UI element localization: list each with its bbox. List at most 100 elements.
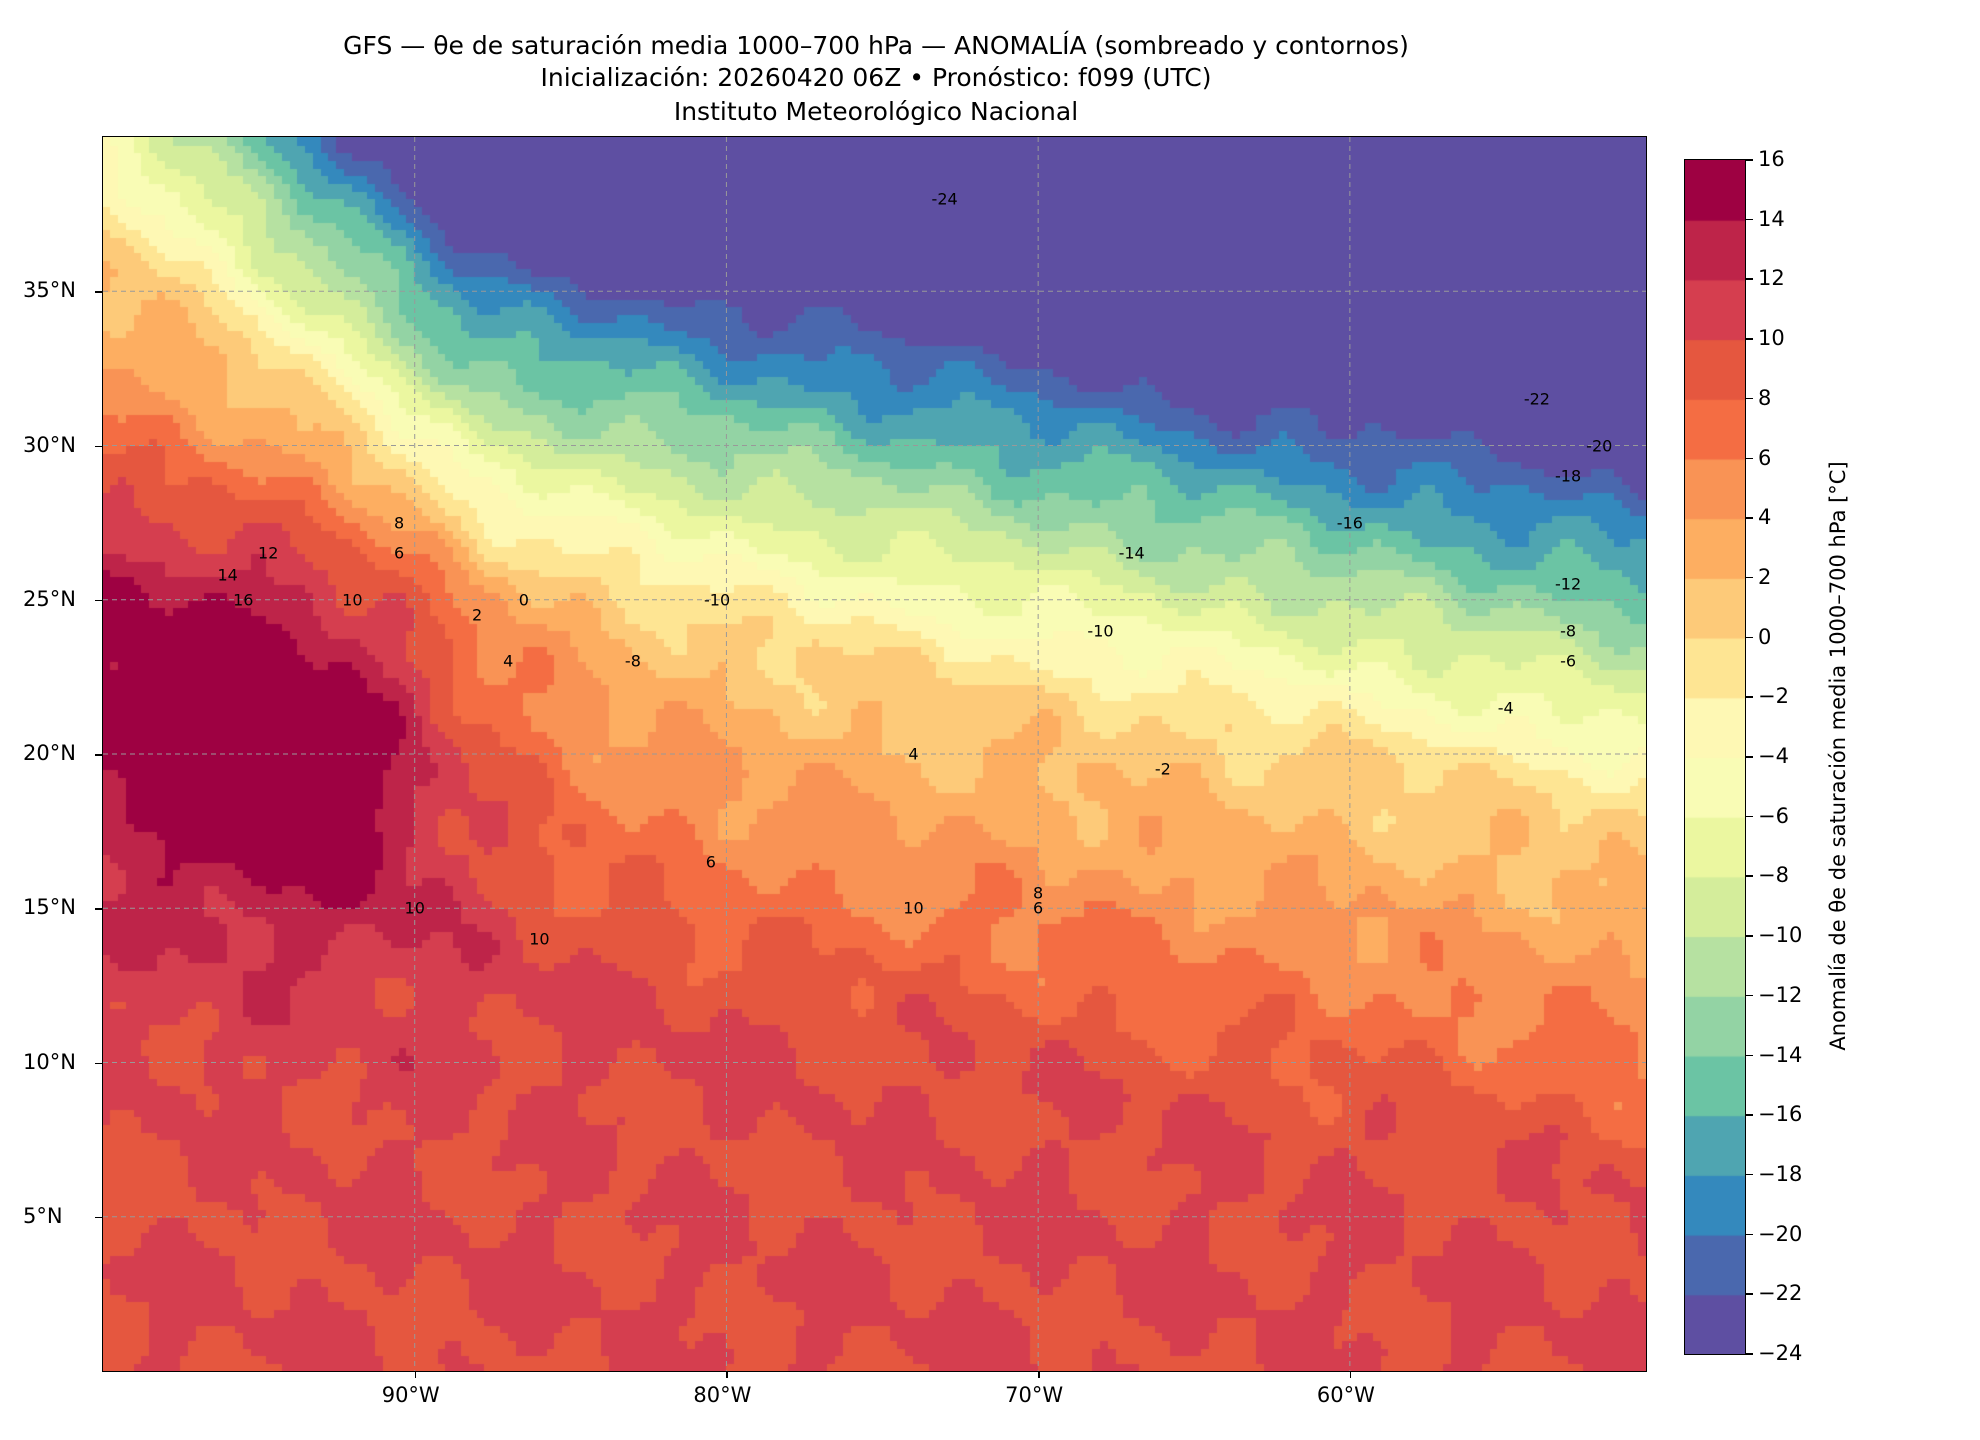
colorbar-tick-mark bbox=[1745, 576, 1753, 579]
contour-label: 10 bbox=[342, 590, 363, 610]
contour-label: 2 bbox=[471, 605, 483, 625]
x-tick-mark bbox=[414, 1371, 417, 1378]
x-tick-mark bbox=[1038, 1371, 1040, 1378]
colorbar-tick-label: 12 bbox=[1758, 266, 1785, 291]
x-tick-label: 90°W bbox=[381, 1383, 440, 1407]
contour-label: -12 bbox=[1554, 574, 1582, 594]
colorbar-tick-mark bbox=[1745, 1293, 1753, 1295]
colorbar-tick-label: −24 bbox=[1758, 1341, 1803, 1365]
contour-label: 14 bbox=[217, 565, 238, 585]
colorbar-tick-label: −6 bbox=[1758, 803, 1789, 828]
colorbar-tick-label: 4 bbox=[1758, 505, 1772, 530]
gridlines bbox=[103, 137, 1646, 1371]
colorbar-tick-label: 16 bbox=[1758, 147, 1785, 171]
colorbar-tick-mark bbox=[1745, 338, 1753, 340]
y-tick-label: 35°N bbox=[23, 278, 76, 303]
contour-label: 4 bbox=[908, 744, 919, 764]
colorbar-tick-label: −12 bbox=[1758, 982, 1803, 1007]
colorbar-tick-mark bbox=[1745, 1114, 1753, 1116]
y-tick-label: 25°N bbox=[23, 586, 76, 611]
y-tick-mark bbox=[95, 599, 102, 602]
colorbar-tick-label: 10 bbox=[1758, 326, 1785, 351]
colorbar-tick-label: −16 bbox=[1758, 1102, 1803, 1127]
colorbar-tick-mark bbox=[1745, 218, 1753, 221]
colorbar-tick-mark bbox=[1745, 278, 1753, 280]
colorbar-tick-mark bbox=[1745, 875, 1753, 877]
y-tick-mark bbox=[95, 1062, 102, 1064]
colorbar-tick-mark bbox=[1745, 1054, 1753, 1056]
colorbar-tick-label: −14 bbox=[1758, 1042, 1803, 1067]
contour-label: -20 bbox=[1586, 436, 1613, 455]
colorbar-tick-mark bbox=[1745, 457, 1753, 459]
contour-label: -24 bbox=[931, 189, 958, 209]
contour-label: -2 bbox=[1154, 759, 1171, 779]
anomaly-shading bbox=[103, 137, 1646, 1371]
colorbar-tick-mark bbox=[1745, 397, 1753, 400]
colorbar-tick-label: 6 bbox=[1758, 445, 1772, 470]
contour-label: -10 bbox=[1087, 621, 1114, 641]
colorbar-tick-mark bbox=[1745, 756, 1753, 758]
colorbar-tick-mark bbox=[1745, 1173, 1753, 1176]
contour-label: -8 bbox=[624, 651, 641, 671]
x-tick-label: 80°W bbox=[693, 1383, 752, 1407]
contour-label: 6 bbox=[394, 543, 405, 563]
contour-label: 4 bbox=[503, 651, 514, 671]
y-tick-mark bbox=[95, 754, 102, 756]
contour-label: -16 bbox=[1336, 513, 1363, 533]
contour-label: 16 bbox=[233, 590, 254, 610]
contour-label: -6 bbox=[1560, 651, 1577, 671]
colorbar-tick-label: −20 bbox=[1758, 1221, 1803, 1246]
contour-label: -10 bbox=[704, 590, 731, 610]
chart-subtitle: Inicialización: 20260420 06Z • Pronóstic… bbox=[540, 63, 1212, 92]
y-tick-label: 30°N bbox=[23, 432, 76, 457]
contour-label: -4 bbox=[1497, 698, 1514, 718]
contour-label: -8 bbox=[1560, 621, 1577, 641]
contour-label: -22 bbox=[1523, 389, 1550, 409]
x-tick-mark bbox=[726, 1371, 728, 1378]
colorbar-tick-label: −10 bbox=[1758, 923, 1803, 948]
colorbar bbox=[1684, 159, 1746, 1355]
colorbar-tick-mark bbox=[1745, 815, 1753, 818]
contour-label: 10 bbox=[903, 898, 924, 918]
x-tick-mark bbox=[1349, 1371, 1352, 1378]
colorbar-tick-label: −8 bbox=[1758, 863, 1789, 888]
x-tick-label: 70°W bbox=[1005, 1383, 1064, 1407]
colorbar-tick-mark bbox=[1745, 935, 1753, 937]
colorbar-tick-mark bbox=[1745, 159, 1753, 161]
contour-label: 0 bbox=[518, 590, 529, 610]
contour-label: 10 bbox=[529, 929, 550, 949]
colorbar-tick-label: 0 bbox=[1758, 624, 1772, 649]
y-tick-label: 10°N bbox=[23, 1049, 76, 1074]
contour-label: 10 bbox=[404, 898, 425, 918]
chart-title: GFS — θe de saturación media 1000–700 hP… bbox=[343, 31, 1409, 60]
colorbar-tick-mark bbox=[1745, 994, 1753, 997]
colorbar-tick-label: −18 bbox=[1758, 1161, 1803, 1186]
colorbar-tick-label: 2 bbox=[1758, 564, 1772, 589]
y-tick-mark bbox=[95, 291, 102, 293]
contour-label: 8 bbox=[1033, 883, 1044, 903]
y-tick-mark bbox=[95, 1216, 102, 1219]
contour-label: 6 bbox=[1033, 898, 1044, 918]
contour-label: -18 bbox=[1554, 466, 1582, 486]
colorbar-tick-mark bbox=[1745, 1353, 1753, 1355]
colorbar-tick-mark bbox=[1745, 696, 1753, 698]
y-tick-label: 5°N bbox=[23, 1203, 63, 1228]
x-tick-label: 60°W bbox=[1316, 1383, 1375, 1407]
y-tick-mark bbox=[95, 908, 102, 910]
contour-label: 6 bbox=[705, 852, 716, 872]
y-tick-label: 15°N bbox=[23, 895, 76, 920]
colorbar-tick-label: −4 bbox=[1758, 744, 1789, 768]
colorbar-tick-label: −22 bbox=[1758, 1281, 1803, 1306]
colorbar-label: Anomalía de θe de saturación media 1000–… bbox=[1826, 461, 1850, 1051]
colorbar-tick-mark bbox=[1745, 517, 1753, 519]
colorbar-tick-mark bbox=[1745, 636, 1753, 639]
y-tick-label: 20°N bbox=[23, 741, 76, 765]
colorbar-tick-label: 14 bbox=[1758, 206, 1785, 231]
contour-label: -14 bbox=[1118, 543, 1145, 563]
colorbar-tick-label: 8 bbox=[1758, 385, 1772, 410]
colorbar-tick-mark bbox=[1745, 1233, 1753, 1236]
colorbar-tick-label: −2 bbox=[1758, 684, 1789, 709]
chart-institution: Instituto Meteorológico Nacional bbox=[673, 97, 1079, 126]
contour-label: 12 bbox=[258, 543, 279, 563]
y-tick-mark bbox=[95, 445, 102, 447]
